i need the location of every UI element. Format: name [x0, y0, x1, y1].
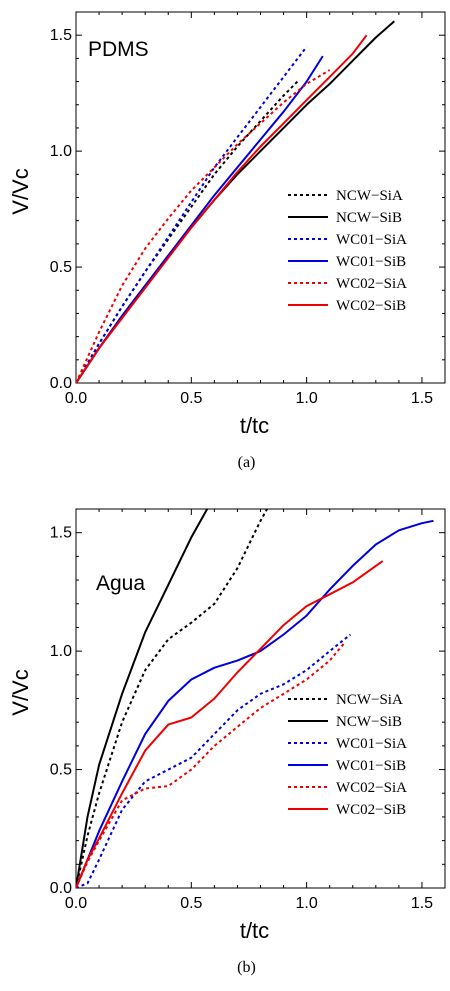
y-tick-label: 1.0	[50, 143, 72, 160]
y-tick-label: 0.0	[50, 880, 72, 897]
legend-label-3: WC01−SiB	[336, 254, 406, 270]
x-axis-label: t/tc	[240, 918, 269, 943]
legend-label-3: WC01−SiB	[336, 758, 406, 774]
y-tick-label: 1.0	[50, 643, 72, 660]
x-tick-label: 0.5	[180, 390, 202, 407]
y-tick-label: 1.5	[50, 27, 72, 44]
x-tick-label: 0.0	[65, 390, 87, 407]
legend: NCW−SiA NCW−SiB WC01−SiA WC01−SiB WC02−SiA WC…	[288, 188, 407, 314]
legend-label-5: WC02−SiB	[336, 802, 406, 818]
series-line-0	[76, 509, 269, 888]
series-line-5	[76, 560, 384, 888]
legend-label-2: WC01−SiA	[336, 736, 407, 752]
panel-title: Agua	[96, 572, 145, 595]
legend-label-1: NCW−SiB	[336, 714, 402, 730]
x-axis-label: t/tc	[240, 413, 269, 438]
x-tick-label: 1.5	[411, 390, 433, 407]
x-tick-label: 0.5	[180, 895, 202, 912]
panel-title: PDMS	[88, 38, 149, 61]
y-axis-label: V/Vc	[8, 168, 33, 214]
x-tick-label: 0.0	[65, 895, 87, 912]
x-tick-label: 1.0	[296, 390, 318, 407]
legend-label-4: WC02−SiA	[336, 780, 407, 796]
series-line-1	[76, 509, 209, 888]
y-axis-label: V/Vc	[8, 669, 33, 715]
series-line-2	[76, 46, 308, 383]
series-group	[76, 509, 434, 888]
legend-label-0: NCW−SiA	[336, 188, 403, 204]
series-line-2	[76, 633, 352, 888]
legend-label-2: WC01−SiA	[336, 232, 407, 248]
x-tick-label: 1.5	[411, 895, 433, 912]
panel-caption: (b)	[237, 959, 256, 976]
series-line-5	[76, 34, 368, 383]
series-line-4	[76, 643, 345, 888]
legend-label-1: NCW−SiB	[336, 210, 402, 226]
legend-label-4: WC02−SiA	[336, 276, 407, 292]
series-line-4	[76, 69, 331, 383]
y-tick-label: 1.5	[50, 525, 72, 542]
y-tick-label: 0.0	[50, 375, 72, 392]
legend-label-5: WC02−SiB	[336, 298, 406, 314]
chart-panel-a: 0.0 0.5 1.0 1.5 0.0 0.5 1.0 1.5 t/tc V/Vc PDMS NCW−…	[8, 11, 446, 471]
y-tick-label: 0.5	[50, 762, 72, 779]
legend-label-0: NCW−SiA	[336, 692, 403, 708]
chart-panel-b: 0.0 0.5 1.0 1.5 0.0 0.5 1.0 1.5 t/tc V/Vc Agua NCW−…	[8, 508, 446, 976]
series-line-3	[76, 519, 434, 888]
series-group	[76, 20, 395, 383]
legend: NCW−SiA NCW−SiB WC01−SiA WC01−SiB WC02−SiA WC…	[288, 692, 407, 818]
panel-caption: (a)	[238, 454, 256, 471]
y-tick-label: 0.5	[50, 259, 72, 276]
series-line-3	[76, 55, 324, 383]
x-tick-label: 1.0	[296, 895, 318, 912]
